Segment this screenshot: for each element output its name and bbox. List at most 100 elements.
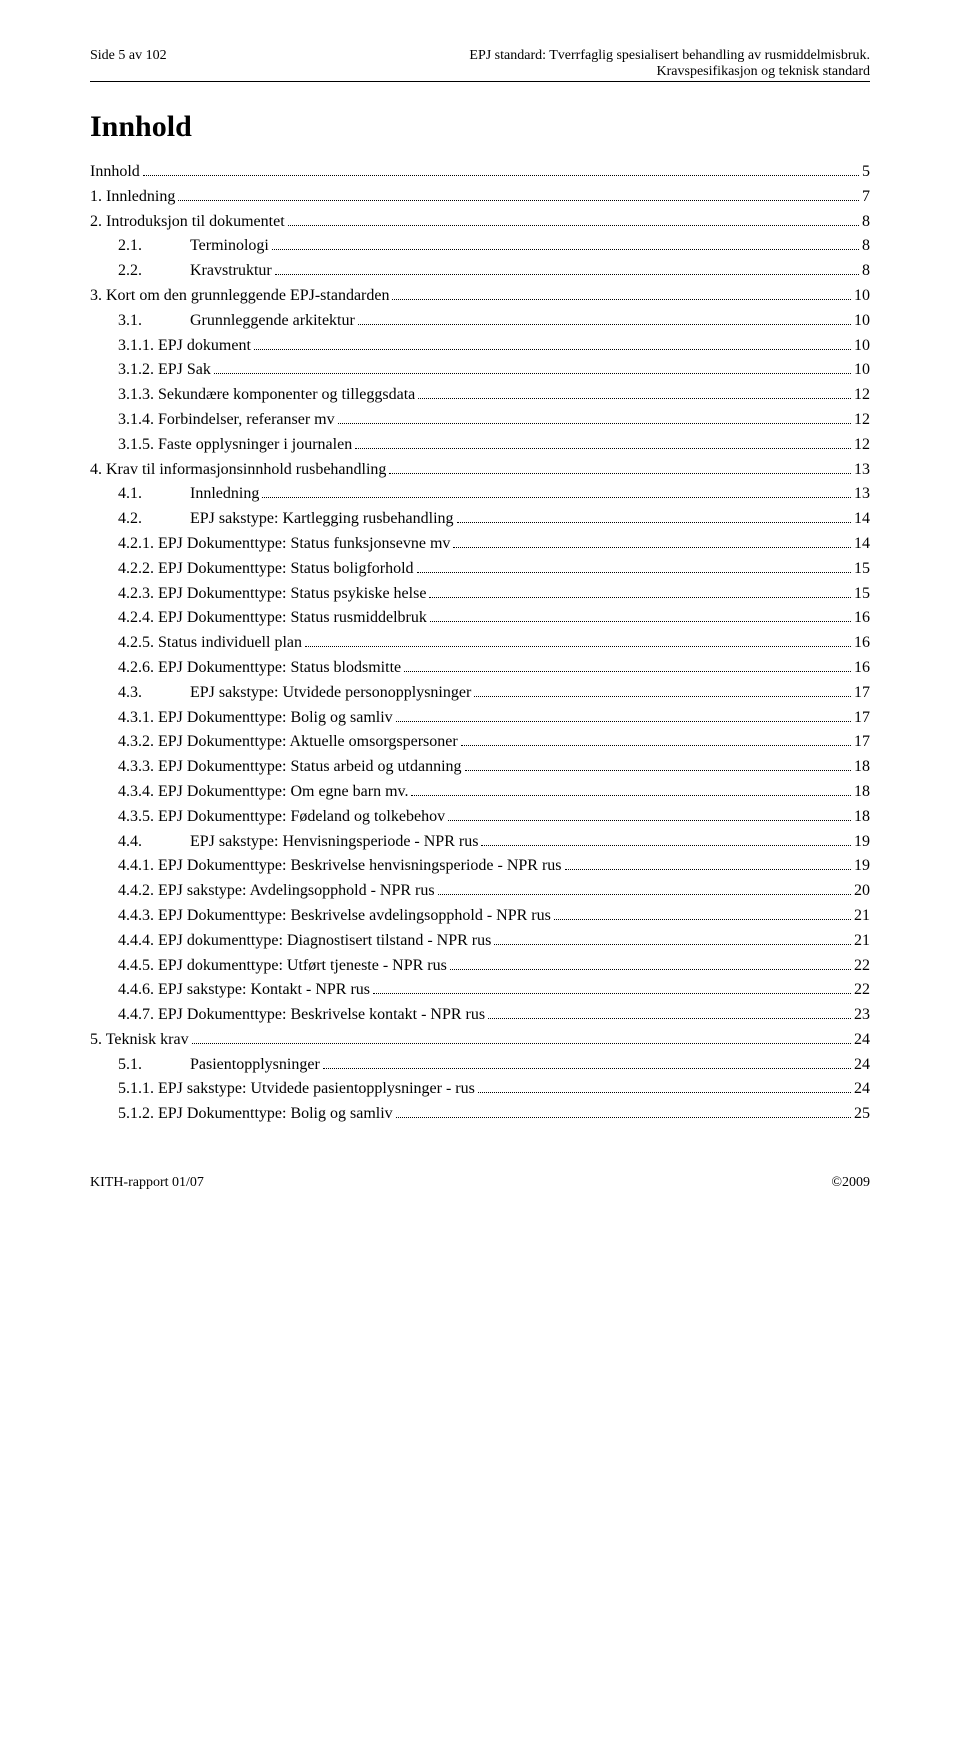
toc-entry: 4.2.4. EPJ Dokumenttype: Status rusmidde… [90,606,870,631]
toc-leader-dots [396,1117,851,1118]
toc-leader-dots [554,919,851,920]
toc-entry-page: 25 [854,1102,870,1127]
toc-leader-dots [494,944,851,945]
toc-entry: 3.1.Grunnleggende arkitektur 10 [90,309,870,334]
toc-entry-label: 3.1.1. EPJ dokument [118,334,251,359]
toc-entry-page: 18 [854,780,870,805]
toc-entry: 4.4.EPJ sakstype: Henvisningsperiode - N… [90,830,870,855]
toc-entry-page: 18 [854,805,870,830]
toc-entry-label: 1. Innledning [90,185,175,210]
toc-entry-label: 2. Introduksjon til dokumentet [90,210,285,235]
toc-entry: 4.1.Innledning 13 [90,482,870,507]
toc-entry: 3.1.2. EPJ Sak 10 [90,358,870,383]
toc-entry: 1. Innledning 7 [90,185,870,210]
toc-entry: 4.4.2. EPJ sakstype: Avdelingsopphold - … [90,879,870,904]
toc-entry-page: 10 [854,284,870,309]
toc-entry-page: 24 [854,1077,870,1102]
toc-leader-dots [453,547,851,548]
toc-entry-page: 10 [854,309,870,334]
toc-entry: 4.2.1. EPJ Dokumenttype: Status funksjon… [90,532,870,557]
toc-entry: 4.4.5. EPJ dokumenttype: Utført tjeneste… [90,954,870,979]
toc-entry-label: 4.2.6. EPJ Dokumenttype: Status blodsmit… [118,656,401,681]
toc-entry-label: 4.2.1. EPJ Dokumenttype: Status funksjon… [118,532,450,557]
toc-entry: 4.2.EPJ sakstype: Kartlegging rusbehandl… [90,507,870,532]
toc-entry: 4.4.7. EPJ Dokumenttype: Beskrivelse kon… [90,1003,870,1028]
header-right-line2: Kravspesifikasjon og teknisk standard [469,64,870,80]
toc-entry-label: 4.2.4. EPJ Dokumenttype: Status rusmidde… [118,606,427,631]
toc-entry: Innhold 5 [90,160,870,185]
toc-leader-dots [262,497,851,498]
toc-entry-label: 5.1.2. EPJ Dokumenttype: Bolig og samliv [118,1102,393,1127]
toc-entry: 4.3.3. EPJ Dokumenttype: Status arbeid o… [90,755,870,780]
toc-entry-label: 5.1.1. EPJ sakstype: Utvidede pasientopp… [118,1077,475,1102]
toc-leader-dots [478,1092,851,1093]
toc-entry-label: 4.4.6. EPJ sakstype: Kontakt - NPR rus [118,978,370,1003]
toc-entry-page: 10 [854,358,870,383]
toc-entry-label: 4.4.5. EPJ dokumenttype: Utført tjeneste… [118,954,447,979]
toc-entry: 4.3.2. EPJ Dokumenttype: Aktuelle omsorg… [90,730,870,755]
toc-entry-label: 4.4.4. EPJ dokumenttype: Diagnostisert t… [118,929,491,954]
toc-entry: 4.4.3. EPJ Dokumenttype: Beskrivelse avd… [90,904,870,929]
toc-leader-dots [417,572,851,573]
toc-entry-page: 8 [862,210,870,235]
toc-entry-label: 3.1.3. Sekundære komponenter og tilleggs… [118,383,415,408]
toc-entry-page: 17 [854,706,870,731]
toc-leader-dots [448,820,851,821]
toc-entry-page: 7 [862,185,870,210]
toc-entry-label: 5.1.Pasientopplysninger [118,1053,320,1078]
toc-entry: 5.1.2. EPJ Dokumenttype: Bolig og samliv… [90,1102,870,1127]
toc-entry-label: 4.2.2. EPJ Dokumenttype: Status boligfor… [118,557,414,582]
toc-leader-dots [214,373,851,374]
header-rule [90,81,870,82]
toc-entry: 5.1.1. EPJ sakstype: Utvidede pasientopp… [90,1077,870,1102]
toc-entry-label: 2.2.Kravstruktur [118,259,272,284]
toc-entry-label: 3. Kort om den grunnleggende EPJ-standar… [90,284,389,309]
toc-entry: 3. Kort om den grunnleggende EPJ-standar… [90,284,870,309]
toc-leader-dots [411,795,851,796]
toc-entry-page: 10 [854,334,870,359]
toc-entry-label: 4.3.4. EPJ Dokumenttype: Om egne barn mv… [118,780,408,805]
table-of-contents: Innhold 5 1. Innledning 7 2. Introduksjon ti… [90,160,870,1127]
toc-leader-dots [373,993,851,994]
toc-leader-dots [461,745,851,746]
toc-leader-dots [481,845,851,846]
toc-entry: 3.1.3. Sekundære komponenter og tilleggs… [90,383,870,408]
toc-entry-label: 4.3.2. EPJ Dokumenttype: Aktuelle omsorg… [118,730,458,755]
toc-entry: 4.2.6. EPJ Dokumenttype: Status blodsmit… [90,656,870,681]
toc-leader-dots [288,225,859,226]
toc-leader-dots [404,671,851,672]
toc-entry-page: 19 [854,830,870,855]
header-left: Side 5 av 102 [90,48,167,80]
toc-entry: 4. Krav til informasjonsinnhold rusbehan… [90,458,870,483]
toc-entry-page: 5 [862,160,870,185]
toc-leader-dots [430,621,851,622]
toc-entry: 4.2.2. EPJ Dokumenttype: Status boligfor… [90,557,870,582]
toc-entry-page: 12 [854,433,870,458]
toc-leader-dots [465,770,851,771]
toc-entry-page: 14 [854,507,870,532]
toc-entry-label: 4.2.5. Status individuell plan [118,631,302,656]
toc-entry: 2.2.Kravstruktur8 [90,259,870,284]
toc-entry: 4.3.1. EPJ Dokumenttype: Bolig og samliv… [90,706,870,731]
toc-entry-page: 15 [854,582,870,607]
toc-entry-label: 3.1.2. EPJ Sak [118,358,211,383]
toc-leader-dots [438,894,851,895]
toc-entry-page: 22 [854,954,870,979]
toc-entry-page: 12 [854,408,870,433]
toc-entry-label: Innhold [90,160,140,185]
toc-entry-label: 4.3.1. EPJ Dokumenttype: Bolig og samliv [118,706,393,731]
toc-title: Innhold [90,110,870,144]
toc-entry-label: 5. Teknisk krav [90,1028,189,1053]
toc-entry-label: 4.1.Innledning [118,482,259,507]
toc-entry-label: 4.2.EPJ sakstype: Kartlegging rusbehandl… [118,507,454,532]
toc-entry: 4.3.EPJ sakstype: Utvidede personopplysn… [90,681,870,706]
toc-entry-page: 17 [854,730,870,755]
toc-entry: 4.3.5. EPJ Dokumenttype: Fødeland og tol… [90,805,870,830]
toc-entry-page: 19 [854,854,870,879]
toc-entry-page: 24 [854,1053,870,1078]
toc-entry-label: 4.2.3. EPJ Dokumenttype: Status psykiske… [118,582,426,607]
toc-entry-page: 13 [854,482,870,507]
toc-entry-label: 3.1.Grunnleggende arkitektur [118,309,355,334]
toc-entry-page: 12 [854,383,870,408]
toc-leader-dots [192,1043,851,1044]
